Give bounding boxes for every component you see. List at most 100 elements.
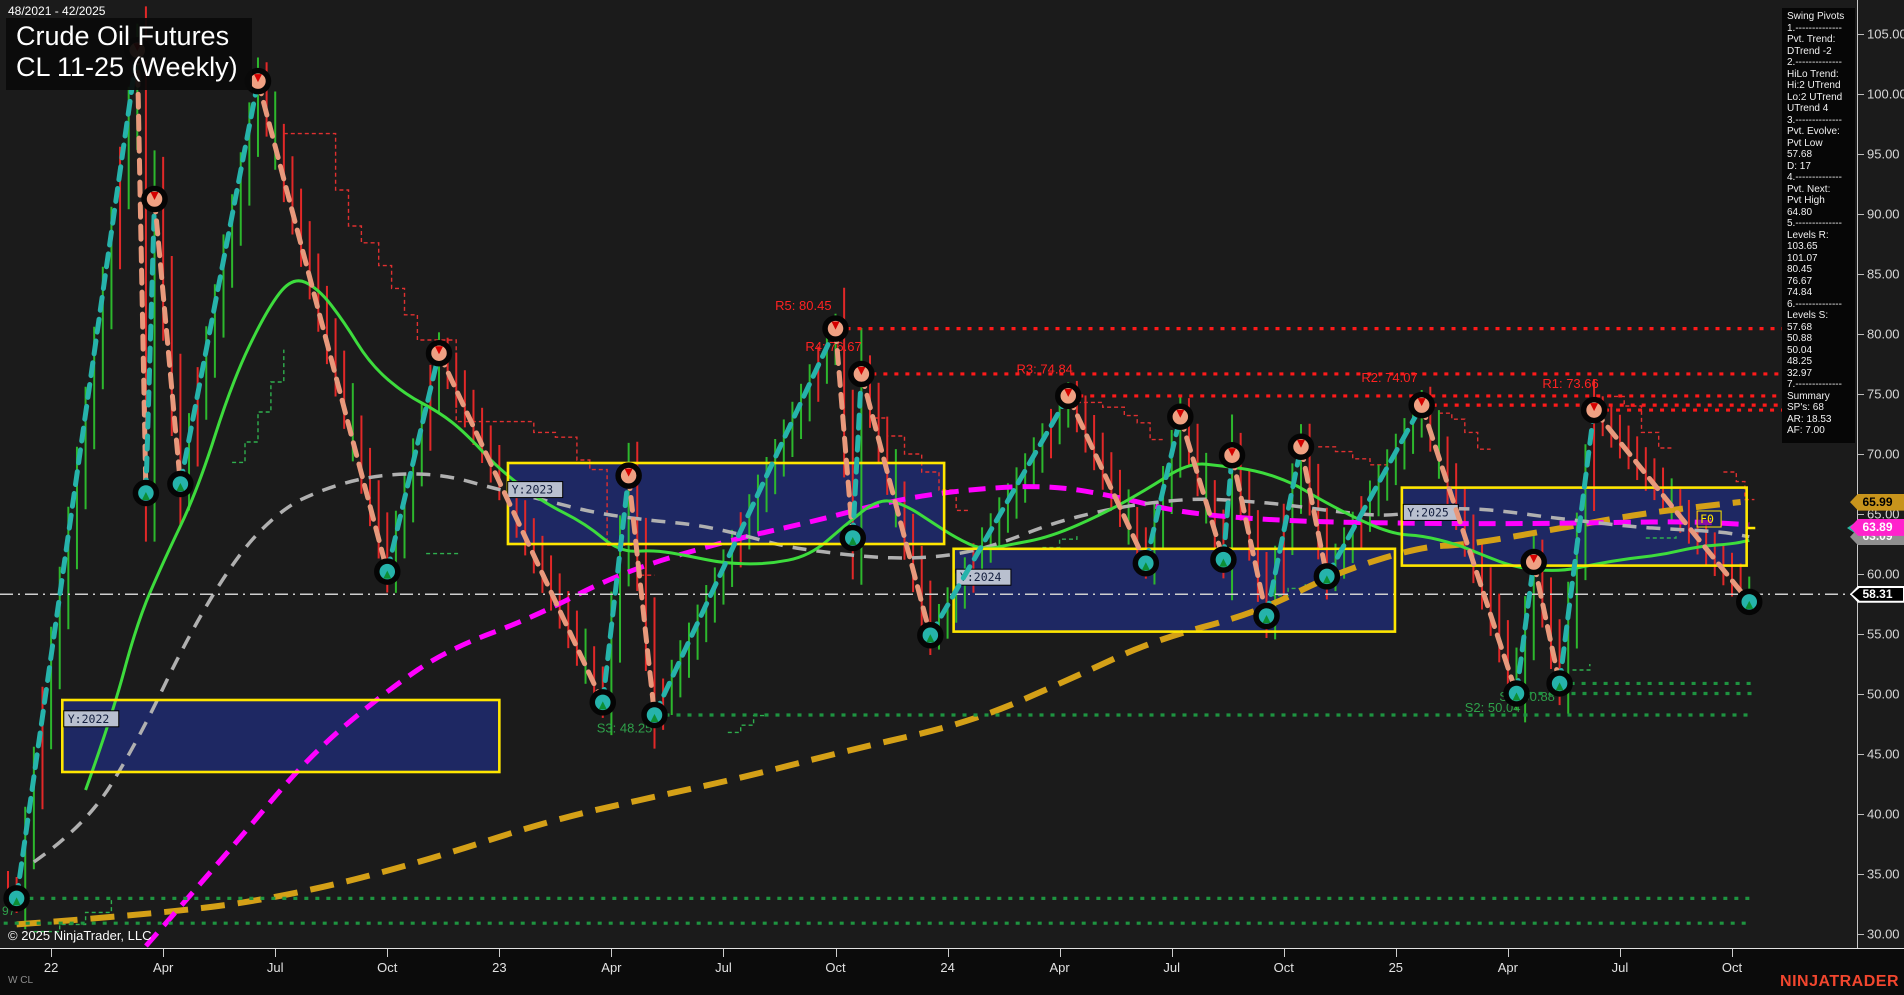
time-tick-label: 25: [1388, 960, 1404, 975]
swing-panel-line: 80.45: [1787, 264, 1813, 275]
time-tick: [723, 949, 725, 957]
green-trail-steps: [33, 898, 113, 933]
year-range-box[interactable]: [61, 698, 501, 774]
price-tick: [1858, 694, 1864, 695]
price-chart-svg[interactable]: R5: 80.45 R4: 76.67 R3: 74.84 R2: 74.07 R1: …: [0, 0, 1857, 948]
zigzag-upswing: [600, 473, 632, 705]
swing-panel-line: 1.--------------: [1787, 22, 1842, 34]
price-tick-label: 85.00: [1867, 266, 1900, 282]
resistance-level-label: R5: 80.45: [775, 298, 831, 313]
pivot-low-arrow-icon: [1512, 692, 1521, 701]
zigzag-upswing: [1264, 444, 1304, 619]
price-tick: [1858, 634, 1864, 635]
price-tick: [1858, 814, 1864, 815]
swing-panel-line: Pvt. Evolve:: [1787, 126, 1840, 137]
price-tick-label: 50.00: [1867, 686, 1900, 702]
year-label-text: Y:2025: [1407, 505, 1449, 519]
swing-panel-line: 74.84: [1787, 287, 1813, 298]
support-level-label: S3: 48.25: [597, 720, 653, 735]
time-tick: [499, 949, 501, 957]
swing-panel-line: HiLo Trend:: [1787, 68, 1839, 80]
swing-panel-line: 32.97: [1787, 367, 1813, 379]
time-axis[interactable]: W CL NINJATRADER 22 Apr Jul Oct 23 Apr Jul Oct 2…: [0, 948, 1904, 995]
zigzag-upswing: [384, 350, 442, 575]
price-tick-label: 35.00: [1867, 866, 1900, 882]
time-tick: [1395, 949, 1397, 957]
red-trail-steps: [1318, 446, 1388, 466]
time-tick: [1171, 949, 1173, 957]
swing-panel-line: Levels R:: [1787, 229, 1829, 241]
swing-panel-line: 5.--------------: [1787, 218, 1842, 229]
zigzag-upswing: [1557, 407, 1597, 686]
zigzag-upswing: [1514, 559, 1537, 697]
swing-panel-line: 57.68: [1787, 149, 1813, 160]
zigzag-upswing: [1143, 414, 1183, 566]
red-trail-steps: [1438, 412, 1491, 450]
pivot-high-arrow-icon: [435, 346, 443, 355]
swing-panel-line: Summary: [1787, 390, 1830, 402]
price-tick: [1858, 394, 1864, 395]
price-tick: [1858, 934, 1864, 935]
pivot-low-arrow-icon: [926, 634, 935, 643]
pivot-high-arrow-icon: [150, 192, 159, 200]
zigzag-downswing: [255, 78, 390, 575]
swing-panel-line: SP's: 68: [1787, 402, 1824, 413]
price-tick-label: 75.00: [1867, 386, 1900, 402]
swing-panel-line: 7.--------------: [1787, 379, 1842, 390]
pivot-low-arrow-icon: [1555, 682, 1564, 691]
resistance-level-label: R1: 73.66: [1542, 376, 1598, 391]
price-tick: [1858, 214, 1864, 215]
year-label-text: Y:2023: [512, 483, 554, 497]
zigzag-downswing: [1298, 444, 1330, 579]
title-line-1: Crude Oil Futures: [16, 21, 230, 51]
instrument-title: Crude Oil Futures CL 11-25 (Weekly): [6, 18, 252, 90]
pivot-high-arrow-icon: [831, 321, 840, 330]
pivot-low-arrow-icon: [1322, 575, 1331, 584]
swing-panel-line: 103.65: [1787, 241, 1818, 252]
ninjatrader-logo: NINJATRADER: [1780, 973, 1899, 990]
time-tick-label: Apr: [153, 960, 174, 975]
swing-panel-line: 2.--------------: [1787, 57, 1842, 68]
price-tick: [1858, 574, 1864, 575]
zigzag-upswing: [1324, 402, 1425, 579]
chart-canvas[interactable]: R5: 80.45 R4: 76.67 R3: 74.84 R2: 74.07 R1: …: [0, 0, 1857, 948]
price-tick: [1858, 274, 1864, 275]
copyright-label: © 2025 NinjaTrader, LLC: [8, 928, 152, 943]
ma-gold-long: [16, 499, 1741, 928]
green-trail-steps: [232, 349, 285, 464]
pivot-high-arrow-icon: [1297, 439, 1305, 448]
zigzag-downswing: [1531, 559, 1563, 686]
year-label-text: Y:2022: [68, 712, 110, 726]
time-tick-label: Jul: [715, 960, 732, 975]
swing-panel-line: Lo:2 UTrend: [1787, 91, 1843, 103]
price-marker-chip: 63.89: [1850, 518, 1904, 536]
pivot-low-arrow-icon: [141, 492, 150, 500]
price-tick-label: 55.00: [1867, 626, 1900, 642]
price-axis[interactable]: 105.00 100.00 95.00 90.00 85.00 80.00 75.00 70.…: [1850, 0, 1904, 948]
price-marker-value: 65.99: [1852, 495, 1903, 509]
time-tick: [387, 949, 389, 957]
support-level-label: S2: 50.04: [1465, 700, 1521, 715]
swing-panel-line: 6.--------------: [1787, 298, 1842, 310]
swing-panel-line: 64.80: [1787, 206, 1813, 218]
time-tick-label: 24: [940, 960, 955, 975]
swing-panel-line: 50.04: [1787, 344, 1813, 356]
zigzag-upswing: [850, 371, 864, 541]
pivot-low-arrow-icon: [176, 483, 185, 491]
time-tick-label: 23: [492, 960, 507, 975]
time-tick: [1059, 949, 1061, 957]
zigzag-downswing: [134, 47, 149, 496]
pivot-high-arrow-icon: [857, 366, 866, 375]
zigzag-upswing: [143, 196, 158, 496]
pivot-high-arrow-icon: [1176, 409, 1185, 418]
zigzag-upswing: [927, 393, 1071, 638]
time-tick: [1619, 949, 1621, 957]
swing-panel-line: 48.25: [1787, 356, 1813, 367]
time-tick-label: Oct: [1721, 960, 1743, 975]
zigzag-downswing: [858, 371, 933, 638]
resistance-level-label: R4: 76.67: [805, 339, 861, 354]
year-label-chip: [507, 481, 564, 499]
pivot-high-arrow-icon: [624, 468, 633, 477]
swing-panel-line: Pvt. Next:: [1787, 183, 1831, 195]
